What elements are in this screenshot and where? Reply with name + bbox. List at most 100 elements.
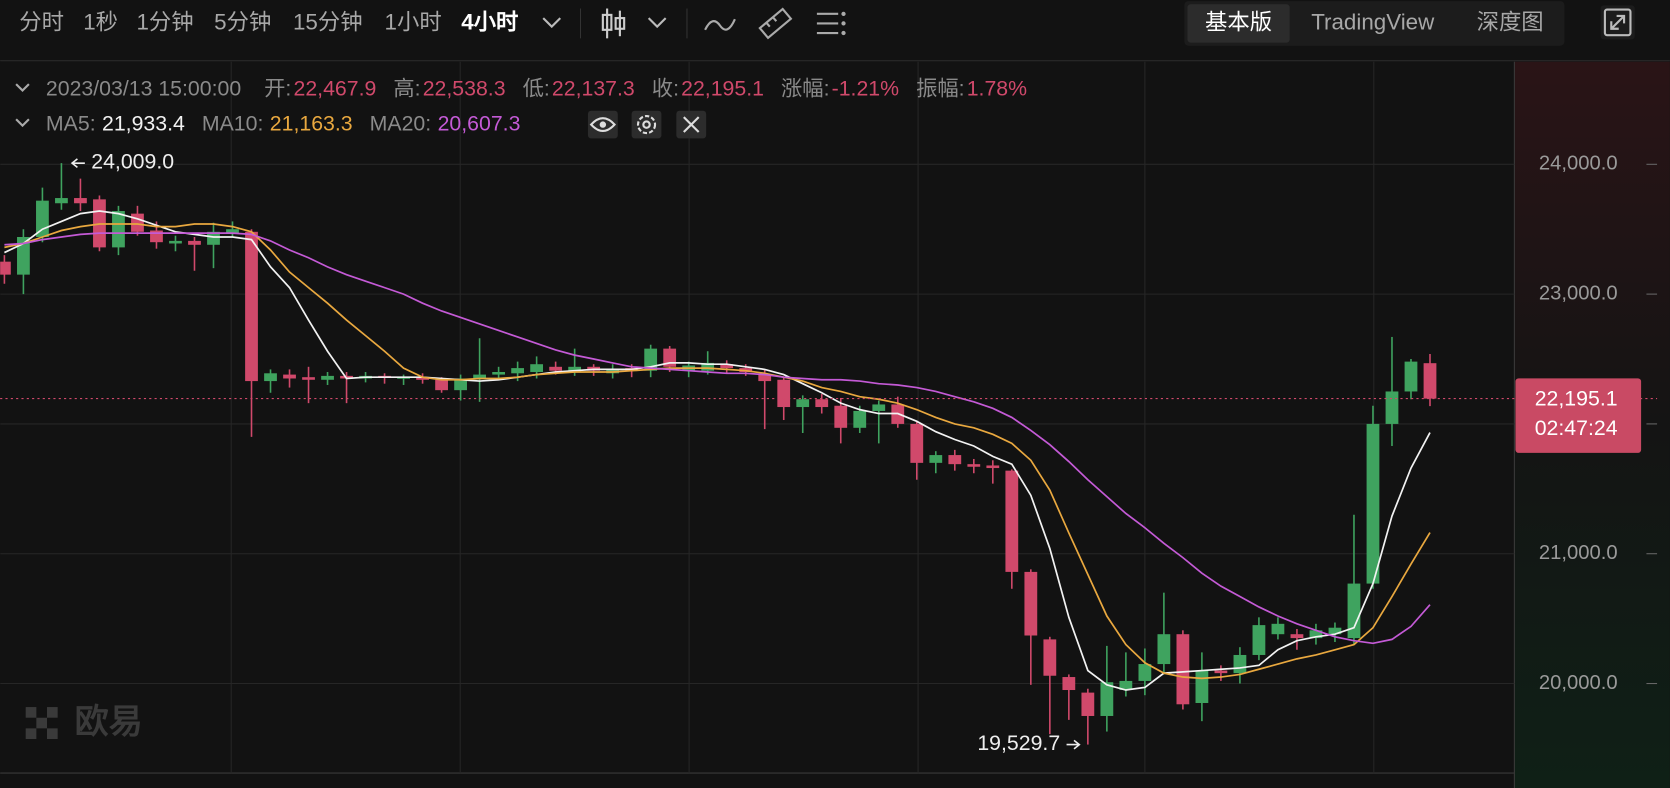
- y-tick-label: 20,000.0: [1539, 672, 1618, 694]
- candle-body: [1176, 634, 1190, 705]
- ma-name: MA20: [370, 111, 426, 135]
- interval-tabs: 分时 1秒 1分钟 5分钟 15分钟 1小时 4小时: [19, 9, 518, 34]
- legend-value: 22,538.3: [423, 76, 506, 100]
- candle-body: [169, 240, 182, 244]
- candle-body: [1423, 363, 1437, 399]
- view-tab[interactable]: 深度图: [1477, 9, 1544, 34]
- candle-body: [701, 362, 715, 371]
- candle-body: [834, 405, 848, 428]
- collapse-icon[interactable]: [15, 83, 30, 93]
- legend-value: 22,137.3: [552, 76, 635, 100]
- candle-body: [1252, 625, 1266, 655]
- candle-body: [1347, 583, 1361, 639]
- min-label: 19,529.7: [977, 731, 1060, 755]
- candle-body: [74, 198, 87, 204]
- interval-tab[interactable]: 4小时: [461, 9, 518, 34]
- candle-body: [1119, 680, 1133, 691]
- candle-body: [644, 348, 658, 371]
- candle-body: [473, 374, 486, 379]
- candle-body: [1043, 639, 1057, 676]
- close-icon: [683, 116, 700, 133]
- candle-body: [777, 379, 791, 408]
- candle-body: [853, 410, 867, 428]
- candle-body: [1404, 361, 1418, 392]
- chart-type-dropdown[interactable]: [647, 17, 667, 29]
- interval-tab[interactable]: 5分钟: [214, 9, 271, 34]
- ohlc-legend: 2023/03/13 15:00:00 开: 22,467.9 高: 22,538.3…: [46, 76, 1027, 100]
- candle-body: [0, 261, 11, 275]
- chart-type-icon[interactable]: [601, 8, 626, 39]
- legend-label: 振幅:: [916, 76, 964, 100]
- gear-icon: [636, 115, 657, 135]
- candle-body: [530, 364, 544, 372]
- candle-body: [1100, 682, 1114, 716]
- candle-body: [283, 374, 296, 379]
- candle-body: [815, 399, 829, 408]
- candle-body: [321, 375, 334, 380]
- candle-time: 2023/03/13 15:00:00: [46, 76, 241, 100]
- candle-body: [1385, 391, 1399, 424]
- y-tick-label: 21,000.0: [1539, 542, 1618, 564]
- settings-list-icon[interactable]: [816, 11, 846, 36]
- indicator-controls: [587, 110, 707, 139]
- legend-label: 高:: [393, 76, 420, 100]
- candle-body: [1328, 627, 1342, 635]
- plot-area: [0, 163, 1515, 745]
- candle-body: [112, 211, 125, 248]
- candle-body: [1290, 634, 1304, 639]
- candle-body: [568, 366, 582, 372]
- candle-body: [967, 464, 981, 467]
- interval-tab[interactable]: 分时: [19, 9, 64, 34]
- countdown: 02:47:24: [1535, 416, 1618, 440]
- candle-body: [55, 198, 68, 204]
- legend-value: -1.21%: [832, 76, 900, 100]
- ma-value: 20,607.3: [438, 111, 521, 135]
- interval-tab[interactable]: 1小时: [385, 9, 442, 34]
- interval-tab[interactable]: 1分钟: [136, 9, 193, 34]
- candle-body: [1309, 630, 1323, 639]
- ruler-icon[interactable]: [758, 7, 793, 40]
- candle-body: [207, 231, 220, 245]
- candle-body: [1024, 571, 1038, 636]
- indicator-icon[interactable]: [704, 18, 736, 31]
- collapse-icon[interactable]: [15, 118, 30, 128]
- y-tick-label: 23,000.0: [1539, 282, 1618, 304]
- ma-legend: MA5: 21,933.4 MA10: 21,163.3 MA20: 20,607.3: [46, 111, 520, 135]
- legend-label: 涨幅:: [781, 76, 829, 100]
- candle-body: [226, 229, 239, 234]
- interval-tab[interactable]: 15分钟: [293, 9, 363, 34]
- candle-body: [454, 378, 467, 391]
- ma-line: [4, 223, 1431, 680]
- legend-value: 1.78%: [967, 76, 1027, 100]
- ma-line: [4, 210, 1431, 691]
- ma-name: MA10: [202, 111, 258, 135]
- y-tick-label: 24,000.0: [1539, 153, 1618, 175]
- interval-dropdown[interactable]: [542, 17, 562, 29]
- candle-body: [549, 366, 563, 371]
- gear-center: [642, 120, 651, 129]
- view-tabs: 基本版 TradingView 深度图: [1205, 9, 1544, 34]
- view-tab[interactable]: 基本版: [1205, 9, 1272, 34]
- fullscreen-icon: [1603, 8, 1632, 37]
- view-active-bg: [1187, 4, 1290, 43]
- view-tab[interactable]: TradingView: [1311, 9, 1435, 34]
- candle-body: [720, 364, 734, 369]
- legend-value: 22,467.9: [293, 76, 376, 100]
- min-arrow: [1066, 739, 1081, 750]
- candle-body: [1157, 634, 1171, 665]
- ma-name: MA5: [46, 111, 90, 135]
- candle-body: [1271, 623, 1285, 635]
- candle-body: [264, 373, 277, 382]
- last-price-box: [1515, 378, 1642, 453]
- candle-body: [131, 213, 144, 232]
- candle-body: [872, 404, 886, 411]
- max-arrow: [70, 158, 85, 169]
- candle-body: [758, 374, 772, 382]
- interval-tab[interactable]: 1秒: [83, 9, 118, 34]
- candle-body: [492, 371, 505, 375]
- candle-body: [1062, 677, 1076, 691]
- legend-label: 收:: [652, 76, 679, 100]
- settings-button[interactable]: [631, 110, 662, 139]
- candle-body: [986, 465, 1000, 469]
